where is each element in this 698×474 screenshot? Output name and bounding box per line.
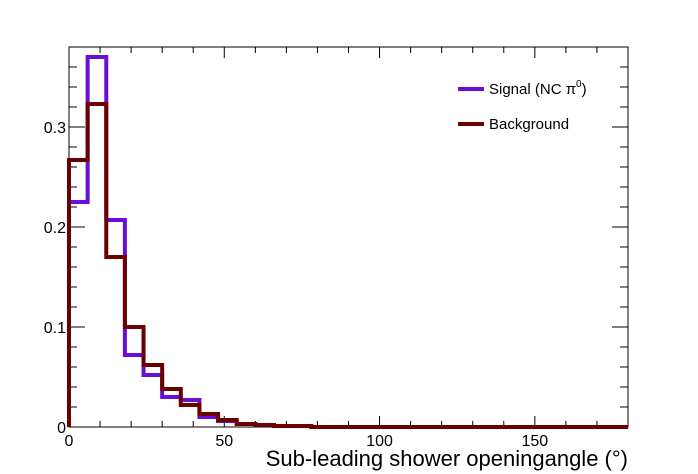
x-tick-label: 0 bbox=[65, 433, 74, 450]
legend-label-signal: Signal (NC π0) bbox=[489, 79, 587, 98]
y-tick-label: 0.3 bbox=[44, 120, 66, 137]
histogram-series bbox=[67, 55, 628, 429]
y-tick-label: 0.1 bbox=[44, 320, 66, 337]
x-axis-title: Sub-leading shower openingangle (°) bbox=[266, 446, 628, 471]
background-histogram bbox=[67, 102, 628, 429]
legend-label-signal-superscript: 0 bbox=[576, 79, 582, 90]
axis-tick-labels: 0 50 100 150 0 0.1 0.2 0.3 bbox=[44, 120, 549, 450]
legend-label-signal-name: Signal (NC π bbox=[489, 81, 576, 98]
legend-label-signal-suffix: ) bbox=[582, 81, 587, 98]
y-tick-label: 0.2 bbox=[44, 220, 66, 237]
plot-frame bbox=[68, 46, 629, 428]
axis-ticks bbox=[68, 46, 629, 428]
legend-label-background: Background bbox=[489, 116, 569, 133]
x-tick-label: 150 bbox=[521, 433, 548, 450]
signal-histogram bbox=[67, 55, 628, 429]
y-tick-label: 0 bbox=[57, 420, 66, 437]
x-tick-label: 100 bbox=[366, 433, 393, 450]
legend: Signal (NC π0) Background bbox=[458, 79, 587, 133]
x-tick-label: 50 bbox=[215, 433, 233, 450]
